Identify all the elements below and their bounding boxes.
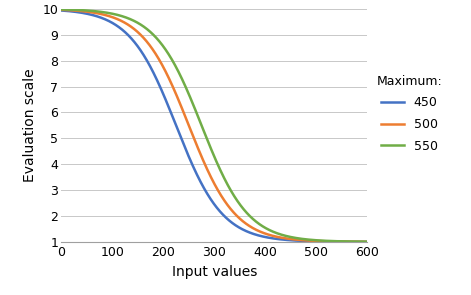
450 bbox=[356, 240, 361, 244]
500 bbox=[74, 9, 80, 12]
550 bbox=[300, 237, 305, 241]
500 bbox=[207, 174, 213, 177]
550 bbox=[356, 240, 361, 243]
X-axis label: Input values: Input values bbox=[171, 265, 257, 278]
550 bbox=[356, 240, 361, 243]
Legend: 450, 500, 550: 450, 500, 550 bbox=[377, 75, 442, 153]
550 bbox=[207, 145, 213, 148]
450 bbox=[58, 9, 64, 12]
500 bbox=[199, 156, 205, 159]
450 bbox=[356, 240, 361, 244]
550 bbox=[58, 8, 64, 11]
450 bbox=[207, 196, 213, 200]
500 bbox=[300, 238, 305, 242]
450 bbox=[74, 10, 80, 14]
Y-axis label: Evaluation scale: Evaluation scale bbox=[23, 68, 37, 182]
550 bbox=[365, 240, 370, 243]
500 bbox=[356, 240, 361, 243]
Line: 550: 550 bbox=[61, 9, 367, 242]
Line: 450: 450 bbox=[61, 11, 367, 242]
450 bbox=[199, 183, 205, 186]
450 bbox=[300, 239, 305, 243]
500 bbox=[58, 8, 64, 12]
450 bbox=[365, 240, 370, 244]
500 bbox=[365, 240, 370, 244]
Line: 500: 500 bbox=[61, 10, 367, 242]
500 bbox=[356, 240, 361, 243]
550 bbox=[199, 125, 205, 128]
550 bbox=[74, 8, 80, 12]
